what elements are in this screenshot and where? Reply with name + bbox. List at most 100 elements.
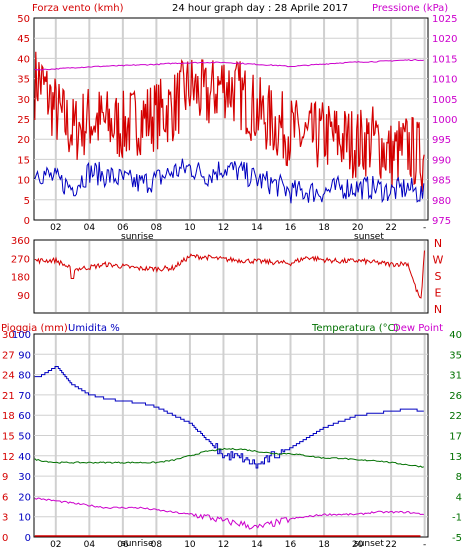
direction-tick: 270 [11,254,30,265]
x-tick-label: 06 [117,540,129,550]
x-tick-label: 16 [285,540,297,550]
sunset-label: sunset [354,232,384,242]
rain-tick: 6 [2,492,8,503]
wind-speed-label: Forza vento (kmh) [32,3,124,14]
humidity-tick: 40 [18,452,31,463]
y-tick-left: 35 [17,75,30,86]
x-tick-label: 02 [50,540,61,550]
rain-tick: 27 [2,350,15,361]
humidity-series [34,366,424,469]
temperature-series [34,447,424,468]
x-tick-label: 18 [318,540,330,550]
y-tick-right: 980 [432,196,451,207]
x-tick-label: 06 [117,223,129,233]
y-tick-left: 30 [17,95,30,106]
wind-series [34,158,425,204]
humidity-tick: 10 [18,513,31,524]
y-tick-left: 10 [17,176,30,187]
temperature-tick: 35 [449,350,462,361]
temperature-tick: 31 [449,371,462,382]
rain-tick: 24 [2,371,15,382]
x-tick-label: 16 [285,223,297,233]
temperature-tick: 22 [449,411,462,422]
x-tick-label: 08 [151,223,163,233]
y-tick-right: 1020 [432,34,457,45]
y-tick-right: 1025 [432,14,457,25]
x-tick-label: 12 [218,223,229,233]
humidity-tick: 0 [25,533,31,544]
humidity-tick: 50 [18,432,31,443]
direction-tick: 360 [11,236,30,247]
direction-tick: 180 [11,273,30,284]
y-tick-right: 975 [432,216,451,227]
y-tick-right: 985 [432,176,451,187]
y-tick-left: 40 [17,54,30,65]
x-tick-label: - [423,540,426,550]
y-tick-right: 1015 [432,54,457,65]
x-tick-label: - [423,223,426,233]
humidity-tick: 90 [18,350,31,361]
x-tick-label: 22 [385,223,396,233]
sunrise-label: sunrise [121,232,154,242]
y-tick-left: 15 [17,155,30,166]
temperature-tick: -5 [452,533,462,544]
y-tick-left: 45 [17,34,30,45]
rain-tick: 9 [2,472,8,483]
temperature-tick: 8 [456,472,462,483]
dew-point-series [34,497,424,530]
rain-tick: 0 [2,533,8,544]
humidity-tick: 60 [18,411,31,422]
compass-label: S [435,270,442,283]
temperature-tick: 17 [449,432,462,443]
temperature-tick: 4 [456,492,462,503]
x-tick-label: 04 [84,540,96,550]
y-tick-left: 50 [17,14,30,25]
temperature-tick: 40 [449,330,462,341]
humidity-tick: 30 [18,472,31,483]
y-tick-right: 995 [432,135,451,146]
rain-tick: 30 [2,330,15,341]
gust-series [34,51,425,192]
x-tick-label: 04 [84,223,96,233]
direction-tick: 90 [17,291,30,302]
direction-series [34,250,425,299]
panel-direction [33,239,429,314]
sunrise-label-bottom: sunrise [121,539,154,549]
rain-tick: 12 [2,452,15,463]
x-tick-label: 12 [218,540,229,550]
x-tick-label: 14 [251,223,263,233]
humidity-tick: 20 [18,492,31,503]
x-tick-label: 18 [318,223,330,233]
compass-label: W [433,254,444,267]
temperature-tick: 13 [449,452,462,463]
y-tick-right: 1000 [432,115,457,126]
humidity-tick: 80 [18,371,31,382]
page-title: 24 hour graph day : 28 Aprile 2017 [172,3,348,14]
sunset-label-bottom: sunset [354,539,384,549]
y-tick-right: 1005 [432,95,457,106]
compass-label: N [434,237,442,250]
y-tick-right: 1010 [432,75,457,86]
x-tick-label: 08 [151,540,163,550]
dew-point-label: Dew Point [393,323,443,334]
compass-label: N [434,303,442,316]
x-tick-label: 20 [352,223,364,233]
temperature-tick: -1 [452,513,462,524]
y-tick-left: 25 [17,115,30,126]
rain-tick: 15 [2,432,15,443]
rain-tick: 18 [2,411,15,422]
y-tick-left: 20 [17,135,30,146]
pressure-series [34,58,424,71]
pressure-label: Pressione (kPa) [372,3,448,14]
rain-tick: 21 [2,391,15,402]
humidity-tick: 70 [18,391,31,402]
temperature-tick: 26 [449,391,462,402]
y-tick-right: 990 [432,155,451,166]
x-tick-label: 20 [352,540,364,550]
humidity-tick: 100 [12,330,31,341]
temperature-label: Temperatura (°C) [311,323,399,334]
x-tick-label: 14 [251,540,263,550]
y-tick-left: 0 [24,216,30,227]
